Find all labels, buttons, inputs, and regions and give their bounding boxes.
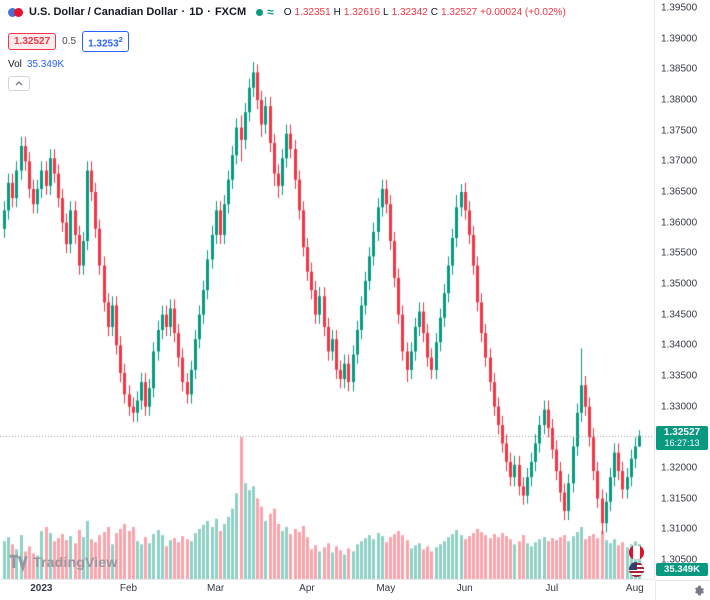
current-price-badge: 1.32527 16:27:13 [656,425,708,450]
price-axis-label: 1.33500 [661,370,698,382]
delayed-data-icon[interactable]: ≈ [267,5,274,19]
price-axis-label: 1.34500 [661,309,698,321]
collapse-legend-button[interactable] [8,76,30,92]
volume-label: Vol [8,59,22,71]
price-axis-label: 1.36500 [661,186,698,198]
price-axis-label: 1.32000 [661,462,698,474]
tradingview-logo-icon [9,554,28,572]
price-axis-label: 1.36000 [661,217,698,229]
low-value: 1.32342 [391,6,428,18]
close-value: 1.32527 [441,6,478,18]
candlestick-chart[interactable] [0,0,655,580]
us-flag-icon[interactable] [629,562,644,577]
open-value: 1.32351 [294,6,331,18]
sell-price-button[interactable]: 1.32527 [8,33,57,51]
tradingview-logo-text: TradingView [33,554,118,570]
chart-settings-button[interactable] [694,585,705,596]
time-axis-label: Apr [299,583,315,594]
separator-dot: · [181,6,186,18]
low-label: L [383,6,389,18]
ask-price-fraction: 2 [118,35,123,44]
tradingview-logo[interactable]: TradingView [8,552,117,572]
change-value: +0.00024 (+0.02%) [480,6,566,18]
price-axis-label: 1.33000 [661,401,698,413]
time-axis-label: Jun [456,583,473,594]
price-axis-label: 1.38500 [661,63,698,75]
price-axis[interactable]: 1.305001.310001.315001.320001.325001.330… [654,0,710,580]
spread-value: 0.5 [62,36,77,48]
legend: U.S. Dollar / Canadian Dollar · 1D · FXC… [8,5,566,92]
separator-dot: · [207,6,211,18]
time-axis-label: Jul [545,583,559,594]
buy-price-button[interactable]: 1.32532 [82,31,129,53]
current-price-value: 1.32527 [663,426,701,438]
price-axis-label: 1.31000 [661,523,698,535]
high-label: H [333,6,341,18]
price-axis-label: 1.38000 [661,94,698,106]
symbol-pair-flags-icon [8,7,23,17]
symbol-title[interactable]: U.S. Dollar / Canadian Dollar [29,6,178,18]
axis-corner [655,580,710,600]
price-axis-label: 1.39500 [661,2,698,14]
interval-label[interactable]: 1D [189,6,204,18]
price-axis-label: 1.35000 [661,278,698,290]
gear-icon [695,585,704,596]
price-axis-label: 1.37000 [661,155,698,167]
price-axis-label: 1.30500 [661,554,698,566]
time-axis[interactable]: 2023 Feb Mar Apr May Jun Jul Aug [0,579,655,600]
price-axis-label: 1.39000 [661,33,698,45]
canada-flag-icon[interactable] [629,545,644,560]
price-axis-label: 1.31500 [661,493,698,505]
volume-axis-badge: 35.349K [656,563,708,576]
ask-price: 1.3253 [88,38,119,50]
price-axis-label: 1.34000 [661,339,698,351]
close-label: C [430,6,438,18]
high-value: 1.32616 [343,6,381,18]
chevron-up-icon [15,81,23,86]
price-axis-label: 1.35500 [661,247,698,259]
time-axis-label: Mar [207,583,225,594]
exchange-label[interactable]: FXCM [214,6,247,18]
open-label: O [283,6,292,18]
market-status-icon[interactable] [256,8,264,16]
bar-countdown: 16:27:13 [664,437,700,448]
time-axis-label: Aug [625,583,644,594]
price-axis-label: 1.37500 [661,125,698,137]
time-axis-label: Feb [119,583,138,594]
ohlc-values: O 1.32351 H 1.32616 L 1.32342 C 1.32527 +0.0… [284,7,566,18]
economic-events [629,545,644,577]
volume-value: 35.349K [26,59,65,71]
time-axis-label: 2023 [30,583,53,594]
time-axis-label: May [376,583,396,594]
